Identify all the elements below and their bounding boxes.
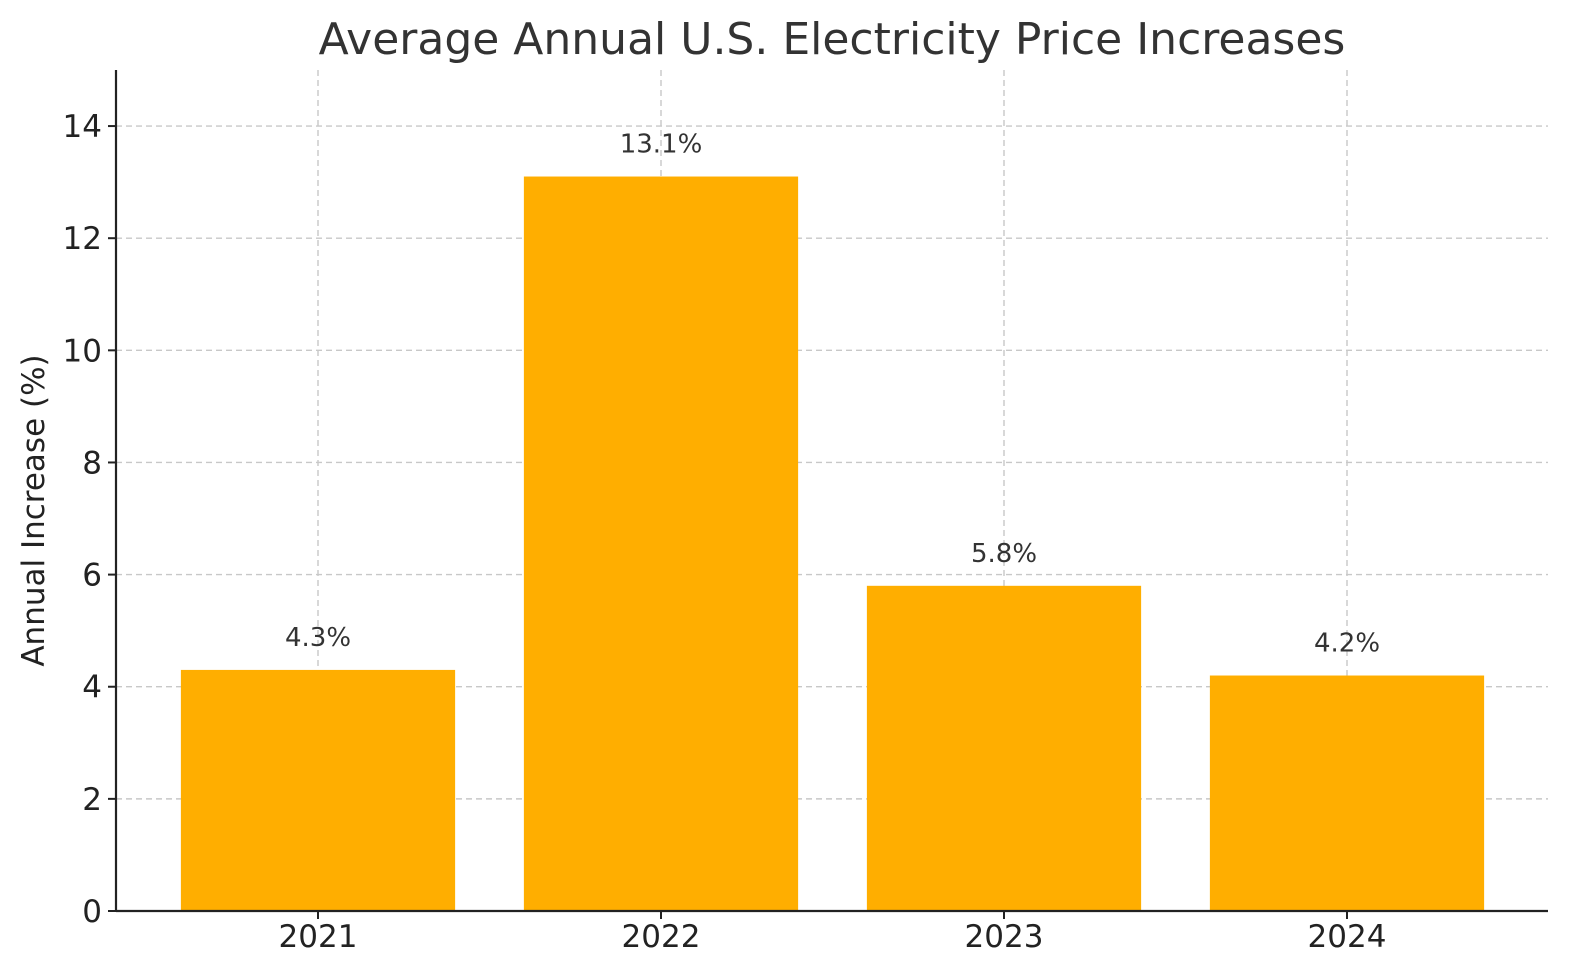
bar-2022	[523, 176, 799, 911]
bar-2021	[180, 669, 456, 911]
x-tick-label: 2022	[622, 919, 701, 955]
y-tick-label: 10	[63, 333, 102, 369]
x-tick-label: 2023	[965, 919, 1044, 955]
y-tick-label: 0	[82, 894, 102, 930]
data-label-2023: 5.8%	[971, 539, 1037, 569]
bars	[180, 176, 1485, 911]
data-label-2021: 4.3%	[285, 623, 351, 653]
y-tick-label: 14	[63, 109, 102, 145]
y-axis-title: Annual Increase (%)	[16, 354, 52, 666]
axes	[114, 70, 1548, 913]
y-tick-label: 2	[82, 782, 102, 818]
data-label-2024: 4.2%	[1314, 629, 1380, 659]
x-tick-label: 2024	[1308, 919, 1387, 955]
data-labels: 4.3% 13.1% 5.8% 4.2%	[285, 130, 1380, 659]
y-tick-label: 8	[82, 445, 102, 481]
y-tick-label: 6	[82, 558, 102, 594]
ticks: 0 2 4 6 8 10 12 14 2021 2022 2023 2024	[63, 109, 1387, 955]
y-tick-label: 4	[82, 670, 102, 706]
bar-2024	[1209, 675, 1485, 911]
data-label-2022: 13.1%	[620, 130, 703, 160]
x-tick-label: 2021	[279, 919, 358, 955]
chart-title: Average Annual U.S. Electricity Price In…	[319, 14, 1346, 65]
bar-2023	[866, 585, 1142, 911]
y-tick-label: 12	[63, 221, 102, 257]
